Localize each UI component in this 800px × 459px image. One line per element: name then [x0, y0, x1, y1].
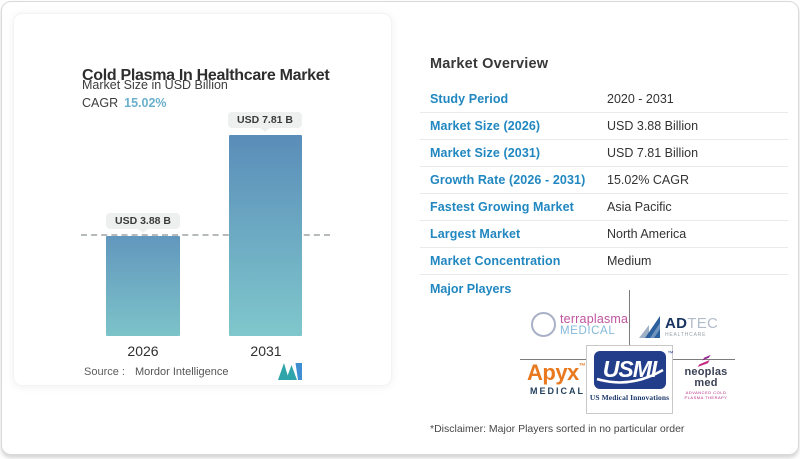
logo-adtec-healthcare: ADTEC HEALTHCARE — [639, 314, 718, 338]
market-chart-card: Cold Plasma In Healthcare Market Market … — [13, 13, 392, 386]
neoplas-name: neoplas med — [684, 366, 728, 389]
usmi-acronym: USMI — [602, 356, 658, 382]
source-label: Source : — [84, 366, 125, 378]
disclaimer-text: *Disclaimer: Major Players sorted in no … — [430, 423, 685, 435]
row-label: Market Concentration — [430, 254, 561, 268]
usmi-swoosh-icon — [596, 368, 664, 384]
row-value: 15.02% CAGR — [607, 173, 689, 187]
neoplas-sub: ADVANCED COLD PLASMA THERAPY — [684, 390, 728, 400]
mordor-intelligence-logo-icon — [278, 363, 302, 380]
table-row-market-concentration: Market Concentration Medium — [420, 248, 788, 275]
adtec-name: ADTEC — [665, 315, 719, 332]
logo-terraplasma-medical: terraplasma MEDICAL — [531, 312, 628, 337]
x-axis-label-2031: 2031 — [250, 343, 282, 359]
adtec-sub: HEALTHCARE — [665, 332, 707, 338]
row-value: 2020 - 2031 — [607, 92, 674, 106]
source-line: Source : Mordor Intelligence — [84, 366, 229, 378]
row-value: Medium — [607, 254, 652, 268]
usmi-trademark: ™ — [667, 351, 674, 357]
x-axis-label-2026: 2026 — [127, 343, 159, 359]
row-label: Study Period — [430, 92, 509, 106]
row-value: USD 7.81 Billion — [607, 146, 699, 160]
source-value: Mordor Intelligence — [134, 366, 229, 378]
usmi-sub: US Medical Innovations — [589, 393, 670, 402]
bar-2031 — [229, 135, 302, 336]
neoplas-arrows-icon — [697, 354, 711, 367]
major-players-label: Major Players — [430, 282, 512, 296]
logo-apyx-medical: Apyx™ MEDICAL — [527, 355, 586, 397]
terraplasma-name: terraplasma — [560, 311, 629, 326]
apyx-sub: MEDICAL — [530, 386, 585, 396]
row-value: Asia Pacific — [607, 200, 672, 214]
table-row-fastest-growing-market: Fastest Growing Market Asia Pacific — [420, 194, 788, 221]
row-label: Growth Rate (2026 - 2031) — [430, 173, 586, 187]
reference-dashed-line — [81, 234, 330, 236]
apyx-name: Apyx™ — [527, 360, 586, 385]
overview-table: Study Period 2020 - 2031 Market Size (20… — [420, 86, 788, 275]
bar-value-label-2031: USD 7.81 B — [227, 112, 303, 128]
bar-2026 — [106, 236, 180, 336]
row-label: Fastest Growing Market — [430, 200, 574, 214]
terraplasma-sub: MEDICAL — [560, 324, 616, 337]
row-label: Largest Market — [430, 227, 521, 241]
logo-usmi: USMI ™ US Medical Innovations — [586, 345, 674, 414]
cagr-label: CAGR — [82, 96, 119, 110]
adtec-triangle-icon — [639, 316, 660, 338]
table-row-market-size-2026: Market Size (2026) USD 3.88 Billion — [420, 113, 788, 140]
row-value: USD 3.88 Billion — [607, 119, 699, 133]
players-vertical-divider — [629, 290, 630, 345]
usmi-badge: USMI ™ — [593, 351, 674, 389]
chart-subtitle: Market Size in USD Billion — [82, 78, 228, 92]
chart-title: Cold Plasma In Healthcare Market — [82, 66, 330, 84]
table-row-growth-rate: Growth Rate (2026 - 2031) 15.02% CAGR — [420, 167, 788, 194]
table-row-largest-market: Largest Market North America — [420, 221, 788, 248]
logo-neoplas-med: neoplas med ADVANCED COLD PLASMA THERAPY — [677, 354, 735, 400]
cagr-value: 15.02% — [124, 96, 167, 110]
table-row-market-size-2031: Market Size (2031) USD 7.81 Billion — [420, 140, 788, 167]
bar-value-label-2026: USD 3.88 B — [105, 213, 181, 229]
overview-title: Market Overview — [430, 56, 549, 73]
table-row-study-period: Study Period 2020 - 2031 — [420, 86, 788, 113]
cagr-line: CAGR 15.02% — [82, 96, 167, 110]
row-label: Market Size (2031) — [430, 146, 541, 160]
row-label: Market Size (2026) — [430, 119, 541, 133]
players-horizontal-divider-left — [520, 359, 586, 360]
row-value: North America — [607, 227, 687, 241]
terraplasma-circle-icon — [531, 312, 556, 337]
